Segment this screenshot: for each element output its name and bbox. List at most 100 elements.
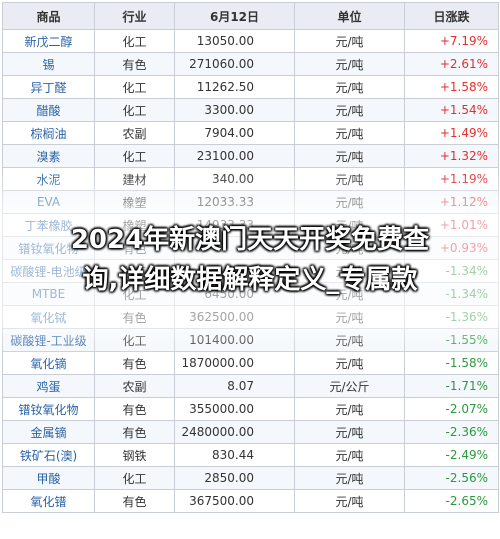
table-row: 碳酸锂-工业级 化工 101400.00 元/吨 -1.55% bbox=[2, 328, 499, 352]
unit-cell: 元/吨 bbox=[294, 52, 405, 76]
table-row: 铁矿石(澳) 钢铁 830.44 元/吨 -2.49% bbox=[2, 443, 499, 467]
sector-cell: 有色 bbox=[94, 52, 175, 76]
sector-cell: 建材 bbox=[94, 167, 175, 191]
unit-cell: 元/吨 bbox=[294, 144, 405, 168]
price-cell: 101400.00 bbox=[174, 328, 295, 352]
commodity-name-link[interactable]: 异丁醛 bbox=[2, 75, 95, 99]
daily-change-cell: +2.61% bbox=[404, 52, 499, 76]
daily-change-cell: -1.55% bbox=[404, 328, 499, 352]
sector-cell: 化工 bbox=[94, 98, 175, 122]
sector-cell: 化工 bbox=[94, 466, 175, 490]
table-row: 棕榈油 农副 7904.00 元/吨 +1.49% bbox=[2, 121, 499, 145]
unit-cell: 元/吨 bbox=[294, 420, 405, 444]
price-cell: 1870000.00 bbox=[174, 351, 295, 375]
unit-cell: 元/吨 bbox=[294, 121, 405, 145]
overlay-line-1: 2024年新澳门天天开奖免费查 bbox=[70, 225, 430, 255]
price-cell: 2850.00 bbox=[174, 466, 295, 490]
sector-cell: 化工 bbox=[94, 75, 175, 99]
table-row: 金属镝 有色 2480000.00 元/吨 -2.36% bbox=[2, 420, 499, 444]
sector-cell: 有色 bbox=[94, 351, 175, 375]
header-unit: 单位 bbox=[294, 2, 405, 30]
header-commodity: 商品 bbox=[2, 2, 95, 30]
commodity-name-link[interactable]: 氧化镝 bbox=[2, 351, 95, 375]
daily-change-cell: +1.32% bbox=[404, 144, 499, 168]
daily-change-cell: -2.65% bbox=[404, 489, 499, 513]
commodity-name-link[interactable]: 醋酸 bbox=[2, 98, 95, 122]
table-row: 水泥 建材 340.00 元/吨 +1.19% bbox=[2, 167, 499, 191]
commodity-name-link[interactable]: 金属镝 bbox=[2, 420, 95, 444]
unit-cell: 元/吨 bbox=[294, 351, 405, 375]
table-row: 氧化镨 有色 367500.00 元/吨 -2.65% bbox=[2, 489, 499, 513]
price-cell: 830.44 bbox=[174, 443, 295, 467]
price-cell: 355000.00 bbox=[174, 397, 295, 421]
price-cell: 3300.00 bbox=[174, 98, 295, 122]
watermark-overlay-text: 2024年新澳门天天开奖免费查 询,详细数据解释定义_专属款 bbox=[0, 220, 500, 300]
daily-change-cell: -1.58% bbox=[404, 351, 499, 375]
price-cell: 367500.00 bbox=[174, 489, 295, 513]
unit-cell: 元/吨 bbox=[294, 397, 405, 421]
sector-cell: 钢铁 bbox=[94, 443, 175, 467]
table-row: 溴素 化工 23100.00 元/吨 +1.32% bbox=[2, 144, 499, 168]
unit-cell: 元/公斤 bbox=[294, 374, 405, 398]
unit-cell: 元/吨 bbox=[294, 167, 405, 191]
header-sector: 行业 bbox=[94, 2, 175, 30]
unit-cell: 元/吨 bbox=[294, 466, 405, 490]
sector-cell: 有色 bbox=[94, 489, 175, 513]
commodity-name-link[interactable]: 铁矿石(澳) bbox=[2, 443, 95, 467]
unit-cell: 元/吨 bbox=[294, 489, 405, 513]
daily-change-cell: -2.56% bbox=[404, 466, 499, 490]
table-row: 醋酸 化工 3300.00 元/吨 +1.54% bbox=[2, 98, 499, 122]
daily-change-cell: +1.58% bbox=[404, 75, 499, 99]
table-row: 异丁醛 化工 11262.50 元/吨 +1.58% bbox=[2, 75, 499, 99]
price-cell: 271060.00 bbox=[174, 52, 295, 76]
header-date: 6月12日 bbox=[174, 2, 295, 30]
commodity-name-link[interactable]: 镨钕氧化物 bbox=[2, 397, 95, 421]
price-cell: 8.07 bbox=[174, 374, 295, 398]
commodity-name-link[interactable]: 锡 bbox=[2, 52, 95, 76]
sector-cell: 化工 bbox=[94, 328, 175, 352]
table-row: 鸡蛋 农副 8.07 元/公斤 -1.71% bbox=[2, 374, 499, 398]
sector-cell: 农副 bbox=[94, 121, 175, 145]
table-row: 甲酸 化工 2850.00 元/吨 -2.56% bbox=[2, 466, 499, 490]
daily-change-cell: +7.19% bbox=[404, 29, 499, 53]
daily-change-cell: -2.49% bbox=[404, 443, 499, 467]
unit-cell: 元/吨 bbox=[294, 98, 405, 122]
unit-cell: 元/吨 bbox=[294, 29, 405, 53]
commodity-name-link[interactable]: 碳酸锂-工业级 bbox=[2, 328, 95, 352]
price-cell: 7904.00 bbox=[174, 121, 295, 145]
sector-cell: 化工 bbox=[94, 29, 175, 53]
unit-cell: 元/吨 bbox=[294, 75, 405, 99]
overlay-line-2: 询,详细数据解释定义_专属款 bbox=[82, 265, 418, 295]
table-row: 锡有色 271060.00 元/吨 +2.61% bbox=[2, 52, 499, 76]
table-header-row: 商品 行业 6月12日 单位 日涨跌 bbox=[2, 2, 499, 30]
commodity-name-link[interactable]: 水泥 bbox=[2, 167, 95, 191]
commodity-name-link[interactable]: 棕榈油 bbox=[2, 121, 95, 145]
price-cell: 13050.00 bbox=[174, 29, 295, 53]
price-cell: 2480000.00 bbox=[174, 420, 295, 444]
price-cell: 23100.00 bbox=[174, 144, 295, 168]
daily-change-cell: +1.19% bbox=[404, 167, 499, 191]
daily-change-cell: -1.71% bbox=[404, 374, 499, 398]
unit-cell: 元/吨 bbox=[294, 328, 405, 352]
watermark-overlay-band bbox=[0, 206, 500, 322]
daily-change-cell: +1.49% bbox=[404, 121, 499, 145]
unit-cell: 元/吨 bbox=[294, 443, 405, 467]
daily-change-cell: -2.36% bbox=[404, 420, 499, 444]
daily-change-cell: -2.07% bbox=[404, 397, 499, 421]
commodity-name-link[interactable]: 新戊二醇 bbox=[2, 29, 95, 53]
commodity-name-link[interactable]: 鸡蛋 bbox=[2, 374, 95, 398]
commodity-name-link[interactable]: 氧化镨 bbox=[2, 489, 95, 513]
table-row: 新戊二醇 化工 13050.00 元/吨 +7.19% bbox=[2, 29, 499, 53]
price-cell: 11262.50 bbox=[174, 75, 295, 99]
daily-change-cell: +1.54% bbox=[404, 98, 499, 122]
header-daily-change: 日涨跌 bbox=[404, 2, 499, 30]
sector-cell: 农副 bbox=[94, 374, 175, 398]
table-row: 氧化镝 有色 1870000.00 元/吨 -1.58% bbox=[2, 351, 499, 375]
sector-cell: 化工 bbox=[94, 144, 175, 168]
table-row: 镨钕氧化物 有色 355000.00 元/吨 -2.07% bbox=[2, 397, 499, 421]
sector-cell: 有色 bbox=[94, 397, 175, 421]
commodity-name-link[interactable]: 甲酸 bbox=[2, 466, 95, 490]
commodity-name-link[interactable]: 溴素 bbox=[2, 144, 95, 168]
price-cell: 340.00 bbox=[174, 167, 295, 191]
sector-cell: 有色 bbox=[94, 420, 175, 444]
